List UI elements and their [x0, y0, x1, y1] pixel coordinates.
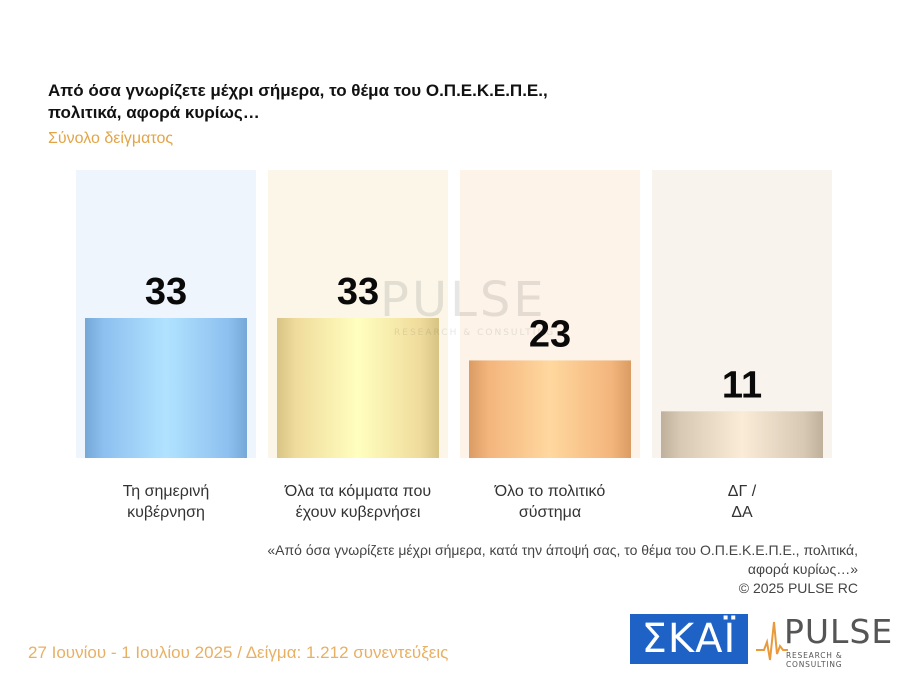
- pulse-logo-text: PULSE: [784, 612, 894, 651]
- question-note: «Από όσα γνωρίζετε μέχρι σήμερα, κατά τη…: [267, 542, 858, 577]
- pulse-logo-subtext: RESEARCH & CONSULTING: [786, 651, 843, 669]
- pulse-wave-icon: [756, 621, 788, 661]
- category-label: ΔΓ /: [728, 483, 757, 500]
- skai-logo: ΣΚΑΪ: [630, 614, 748, 664]
- survey-footer: 27 Ιουνίου - 1 Ιουλίου 2025 / Δείγμα: 1.…: [28, 643, 449, 662]
- category-label: ΔΑ: [731, 504, 753, 521]
- bar-background: [652, 170, 832, 458]
- category-label: κυβέρνηση: [127, 504, 205, 521]
- category-label: Τη σημερινή: [123, 483, 210, 500]
- chart-title: Από όσα γνωρίζετε μέχρι σήμερα, το θέμα …: [48, 81, 548, 122]
- copyright: © 2025 PULSE RC: [738, 580, 858, 596]
- data-label: 33: [145, 271, 187, 313]
- bar-chart: 33 Τη σημερινή κυβέρνηση 33 Όλα τα κόμματα π…: [76, 170, 832, 521]
- data-label: 23: [529, 313, 571, 355]
- category-label: σύστημα: [519, 504, 581, 521]
- category-label: Όλο το πολιτικό: [494, 483, 606, 500]
- category-label: έχουν κυβερνήσει: [296, 504, 421, 521]
- bar: [661, 411, 823, 458]
- data-label: 11: [722, 364, 762, 406]
- category-label: Όλα τα κόμματα που: [284, 483, 431, 500]
- bar: [85, 318, 247, 458]
- data-label: 33: [337, 271, 379, 313]
- chart-subtitle: Σύνολο δείγματος: [48, 130, 174, 147]
- bar: [469, 360, 631, 458]
- pulse-logo: PULSE RESEARCH & CONSULTING: [756, 612, 898, 669]
- bar: [277, 318, 439, 458]
